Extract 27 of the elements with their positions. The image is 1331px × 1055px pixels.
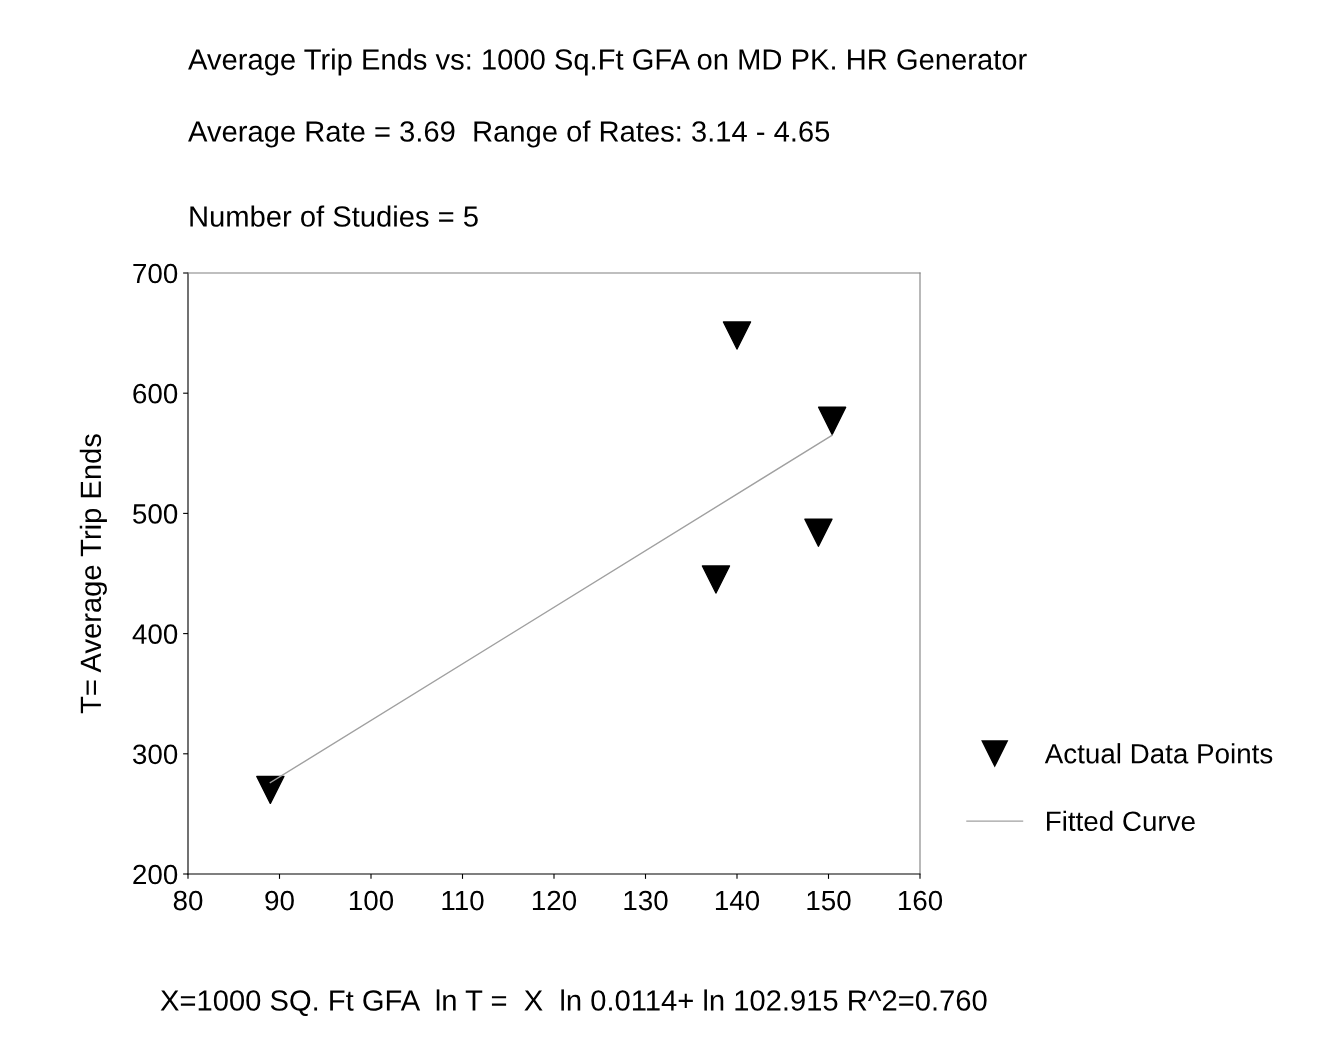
y-tick-label: 700 bbox=[133, 263, 178, 284]
point bbox=[722, 321, 752, 350]
point bbox=[701, 565, 731, 594]
x-tick-label: 150 bbox=[807, 890, 851, 911]
x-tick-label: 120 bbox=[532, 890, 577, 911]
x-tick-label: 130 bbox=[624, 890, 668, 911]
legend-label: Actual Data Points bbox=[1044, 743, 1273, 764]
text: X=1000 SQ. Ft GFA ln T = X ln 0.0114+ ln 102.915 R^2=0.760 bbox=[160, 989, 987, 1017]
x-tick-label: 100 bbox=[349, 890, 394, 911]
x-tick-label: 110 bbox=[442, 890, 484, 911]
point bbox=[804, 518, 833, 547]
x-tick-label: 140 bbox=[715, 890, 760, 911]
y-axis-title: T= Average Trip Ends bbox=[79, 434, 107, 714]
y-tick-label: 400 bbox=[132, 624, 178, 644]
y-tick-label: 200 bbox=[133, 864, 178, 885]
point bbox=[256, 775, 285, 805]
x-tick-label: 80 bbox=[173, 890, 203, 911]
point bbox=[817, 406, 847, 436]
y-tick-label: 600 bbox=[133, 383, 178, 404]
chart-title: Average Trip Ends vs: 1000 Sq.Ft GFA on MD PK. HR Generator bbox=[188, 48, 1027, 76]
legend-label: Fitted Curve bbox=[1047, 810, 1195, 832]
x-tick-label: 90 bbox=[265, 890, 294, 911]
chart-subtitle: Average Rate = 3.69 Range of Rates: 3.14 - 4.65 bbox=[188, 120, 830, 148]
y-tick-label: 300 bbox=[133, 744, 178, 765]
text: Number of Studies = 5 bbox=[190, 205, 478, 227]
y-tick-label: 500 bbox=[133, 504, 178, 524]
x-tick-label: 160 bbox=[898, 890, 943, 911]
